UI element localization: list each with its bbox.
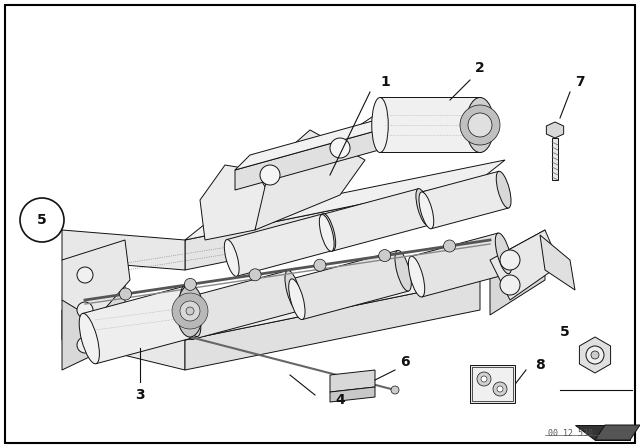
Circle shape [460, 105, 500, 145]
Ellipse shape [472, 98, 488, 152]
Text: 00 12 530: 00 12 530 [547, 429, 593, 438]
Polygon shape [185, 180, 480, 270]
Ellipse shape [179, 299, 195, 340]
Ellipse shape [79, 314, 99, 364]
Polygon shape [330, 387, 375, 402]
Polygon shape [185, 280, 480, 370]
Circle shape [586, 346, 604, 364]
Circle shape [186, 307, 194, 315]
Polygon shape [322, 189, 428, 251]
Text: 5: 5 [560, 325, 570, 339]
Polygon shape [181, 271, 299, 340]
Circle shape [379, 250, 390, 262]
Bar [470, 365, 515, 403]
Polygon shape [490, 230, 545, 315]
Ellipse shape [321, 214, 335, 250]
Circle shape [249, 269, 261, 281]
Circle shape [500, 250, 520, 270]
Polygon shape [62, 310, 185, 370]
Polygon shape [380, 98, 480, 152]
Circle shape [314, 259, 326, 271]
Polygon shape [235, 120, 415, 190]
Polygon shape [575, 425, 630, 440]
Polygon shape [595, 425, 640, 440]
Polygon shape [83, 286, 198, 364]
Circle shape [500, 275, 520, 295]
Polygon shape [330, 370, 375, 392]
Text: 2: 2 [475, 61, 485, 75]
Ellipse shape [466, 98, 494, 152]
Polygon shape [540, 235, 575, 290]
Circle shape [77, 302, 93, 318]
Text: 1: 1 [380, 75, 390, 89]
Text: 7: 7 [575, 75, 585, 89]
Ellipse shape [395, 250, 412, 291]
Bar [472, 367, 513, 401]
Circle shape [481, 376, 487, 382]
Polygon shape [422, 171, 509, 229]
Polygon shape [411, 233, 509, 297]
Circle shape [184, 278, 196, 290]
Circle shape [468, 113, 492, 137]
Polygon shape [547, 122, 564, 138]
Polygon shape [62, 280, 125, 370]
Circle shape [444, 240, 456, 252]
Polygon shape [200, 165, 270, 240]
Polygon shape [490, 230, 560, 300]
Circle shape [493, 382, 507, 396]
Circle shape [330, 138, 350, 158]
Circle shape [77, 267, 93, 283]
Circle shape [260, 165, 280, 185]
Circle shape [120, 288, 131, 300]
Ellipse shape [408, 256, 425, 297]
Ellipse shape [416, 189, 431, 225]
Text: 6: 6 [400, 355, 410, 369]
Ellipse shape [180, 286, 201, 336]
Ellipse shape [285, 271, 301, 311]
Text: 3: 3 [135, 388, 145, 402]
Circle shape [497, 386, 503, 392]
Circle shape [20, 198, 64, 242]
Circle shape [172, 293, 208, 329]
Ellipse shape [372, 98, 388, 152]
Ellipse shape [495, 233, 511, 274]
Ellipse shape [496, 171, 511, 208]
Ellipse shape [319, 215, 334, 251]
Circle shape [477, 372, 491, 386]
Polygon shape [185, 160, 505, 240]
Ellipse shape [419, 192, 434, 229]
Circle shape [591, 351, 599, 359]
Ellipse shape [289, 279, 305, 319]
Ellipse shape [225, 240, 239, 276]
Polygon shape [62, 240, 130, 320]
Circle shape [77, 337, 93, 353]
Circle shape [391, 386, 399, 394]
Polygon shape [185, 260, 505, 340]
Polygon shape [227, 214, 333, 276]
Polygon shape [552, 138, 558, 180]
Text: 5: 5 [37, 213, 47, 227]
Ellipse shape [177, 285, 203, 337]
Polygon shape [291, 250, 408, 319]
Polygon shape [255, 130, 365, 230]
Polygon shape [579, 337, 611, 373]
Polygon shape [62, 230, 185, 270]
Text: 4: 4 [335, 393, 345, 407]
Circle shape [180, 301, 200, 321]
Text: 8: 8 [535, 358, 545, 372]
Polygon shape [235, 105, 430, 170]
